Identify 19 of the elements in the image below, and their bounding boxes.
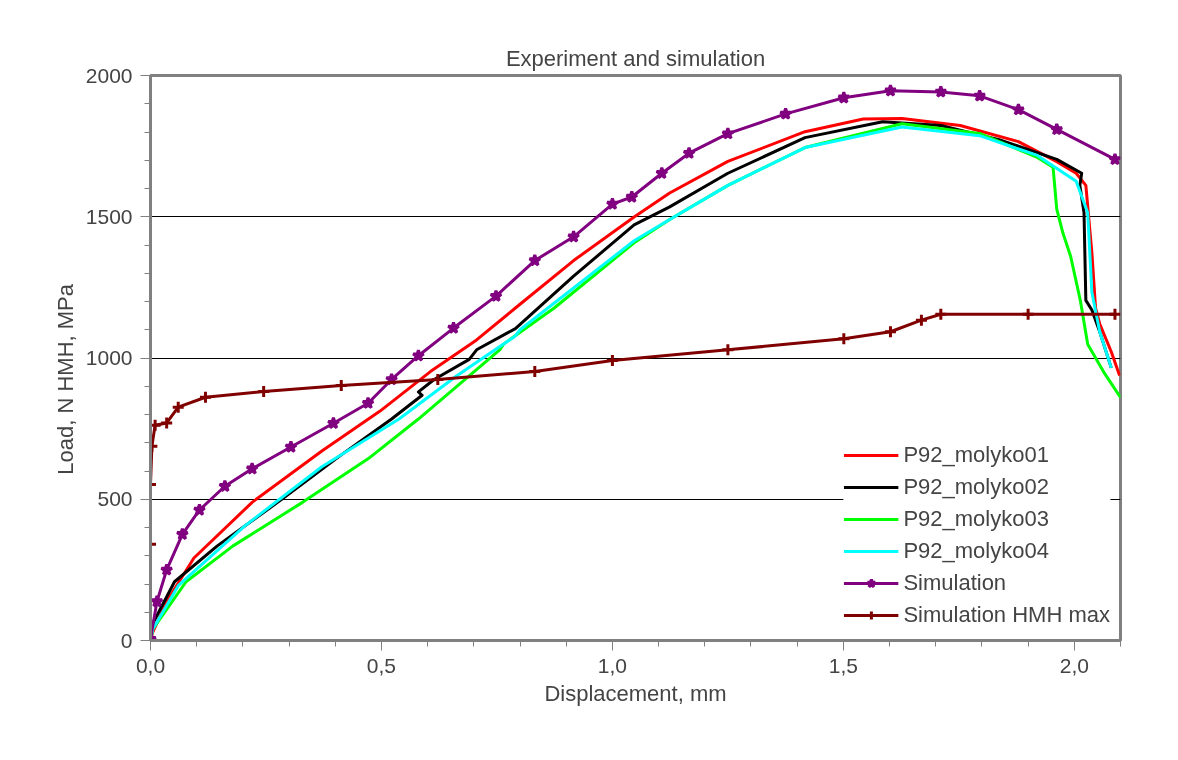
x-tick-label: 0,5 <box>366 653 397 677</box>
legend-label: P92_molyko02 <box>903 473 1049 501</box>
x-tick-label: 0,0 <box>135 653 166 677</box>
x-tick-label: 1,0 <box>597 653 628 677</box>
legend-label: Simulation HMH max <box>903 601 1110 629</box>
x-tick-label: 1,5 <box>828 653 858 677</box>
y-tick-label: 1000 <box>85 346 133 369</box>
y-tick-label: 500 <box>97 487 133 511</box>
y-tick-label: 1500 <box>85 204 133 228</box>
legend-label: P92_molyko01 <box>903 441 1049 469</box>
y-tick-label: 2000 <box>85 63 133 87</box>
legend-label: P92_molyko04 <box>903 537 1049 565</box>
legend-label: P92_molyko03 <box>903 505 1049 533</box>
x-axis-title: Displacement, mm <box>544 680 727 706</box>
y-axis-title: Load, N HMH, MPa <box>52 283 78 475</box>
y-tick-label: 0 <box>120 628 133 652</box>
chart-title: Experiment and simulation <box>505 45 766 71</box>
legend-label: Simulation <box>903 569 1007 597</box>
x-tick-label: 2,0 <box>1059 653 1089 677</box>
